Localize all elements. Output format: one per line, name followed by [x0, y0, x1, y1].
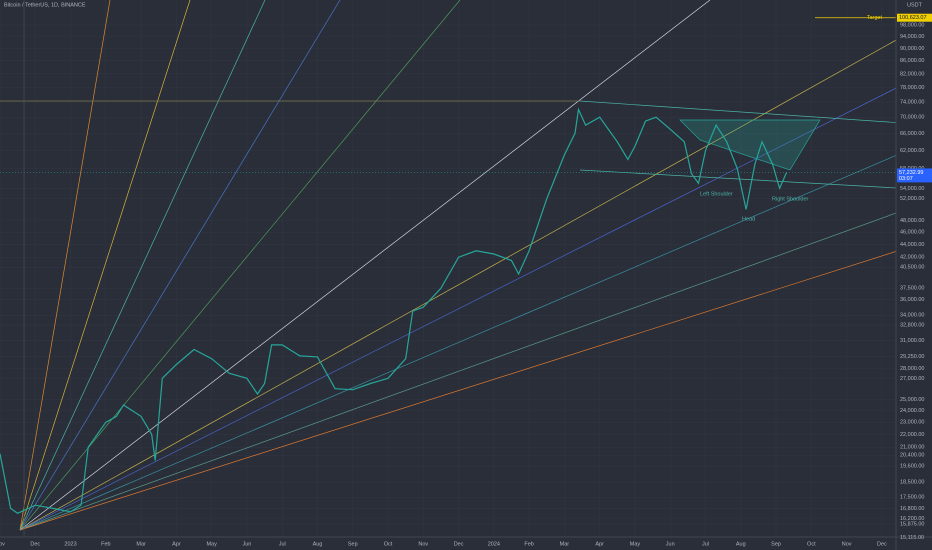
x-tick-label: Jun	[666, 541, 675, 547]
chart-title: Bitcoin / TetherUS, 1D, BINANCE	[4, 2, 86, 8]
x-tick-label: Nov	[0, 541, 5, 547]
last-price-label: 57,232.99	[899, 170, 923, 176]
x-tick-label: Nov	[842, 541, 852, 547]
price-axis	[896, 0, 932, 550]
y-tick-label: 21,000.00	[900, 445, 924, 451]
y-tick-label: 78,000.00	[900, 85, 924, 91]
y-tick-label: 46,000.00	[900, 230, 924, 236]
x-tick-label: Aug	[313, 541, 323, 547]
y-tick-label: 17,500.00	[900, 495, 924, 501]
x-tick-label: Apr	[595, 541, 604, 547]
pattern-zone	[679, 119, 821, 171]
x-tick-label: Dec	[30, 541, 40, 547]
y-tick-label: 23,000.00	[900, 420, 924, 426]
x-tick-label: Feb	[524, 541, 533, 547]
x-tick-label: Jul	[279, 541, 286, 547]
x-tick-label: Oct	[384, 541, 393, 547]
fan-line	[19, 0, 341, 531]
y-tick-label: 16,800.00	[900, 506, 924, 512]
x-tick-label: Aug	[736, 541, 746, 547]
target-label: 100,623.07	[899, 15, 927, 21]
fan-line	[19, 0, 111, 531]
annotation: Head	[742, 216, 755, 222]
x-tick-label: Sep	[771, 541, 781, 547]
y-tick-label: 74,000.00	[900, 99, 924, 105]
x-tick-label: Dec	[454, 541, 464, 547]
y-tick-label: 29,250.00	[900, 354, 924, 360]
x-tick-label: Feb	[101, 541, 110, 547]
y-tick-label: 44,000.00	[900, 242, 924, 248]
annotation: Right Shoulder	[772, 196, 809, 202]
y-tick-label: 28,000.00	[900, 366, 924, 372]
x-tick-label: 2024	[488, 541, 500, 547]
x-tick-label: Jun	[242, 541, 251, 547]
channel-line	[579, 169, 932, 191]
last-price-box	[897, 168, 932, 183]
fan-line	[19, 0, 461, 531]
time-axis	[0, 537, 932, 550]
y-tick-label: 22,000.00	[900, 432, 924, 438]
y-tick-label: 18,500.00	[900, 479, 924, 485]
x-tick-label: 2023	[64, 541, 76, 547]
plot	[0, 17, 896, 514]
y-tick-label: 34,000.00	[900, 313, 924, 319]
x-tick-label: Mar	[136, 541, 146, 547]
drawings	[0, 0, 932, 537]
y-tick-label: 82,000.00	[900, 71, 924, 77]
price-line	[0, 107, 788, 514]
y-tick-label: 54,000.00	[900, 186, 924, 192]
currency: USDT	[907, 2, 923, 8]
y-tick-label: 19,600.00	[900, 464, 924, 470]
fan-line	[19, 239, 932, 531]
x-tick-label: May	[630, 541, 641, 547]
x-tick-label: Mar	[560, 541, 570, 547]
y-tick-label: 37,500.00	[900, 286, 924, 292]
y-tick-label: 40,500.00	[900, 265, 924, 271]
countdown: 03:07	[899, 176, 913, 182]
axes: 98,000.00 94,000.00 90,000.00 86,000.00 82,0…	[0, 13, 932, 547]
y-tick-label: 25,000.00	[900, 397, 924, 403]
y-tick-label: 42,000.00	[900, 255, 924, 261]
fan-line	[19, 0, 266, 531]
y-tick-label: 27,000.00	[900, 376, 924, 382]
y-tick-label: 98,000.00	[900, 22, 924, 28]
x-tick-label: Dec	[877, 541, 887, 547]
y-tick-label: 31,000.00	[900, 338, 924, 344]
y-tick-label: 52,000.00	[900, 196, 924, 202]
fan-line	[19, 19, 932, 531]
channel-line	[579, 100, 932, 126]
x-tick-label: Apr	[172, 541, 181, 547]
y-tick-label: 24,000.00	[900, 408, 924, 414]
fan-line	[19, 199, 932, 531]
fan-line	[19, 69, 932, 531]
x-tick-label: Oct	[807, 541, 816, 547]
x-tick-label: Nov	[418, 541, 428, 547]
y-tick-label: 15,875.00	[900, 521, 924, 527]
y-tick-label: 36,000.00	[900, 297, 924, 303]
fan-line	[19, 0, 711, 531]
y-tick-label: 16,200.00	[900, 516, 924, 522]
y-tick-label: 66,000.00	[900, 131, 924, 137]
y-tick-label: 86,000.00	[900, 58, 924, 64]
annotation: Left Shoulder	[700, 191, 733, 197]
y-tick-label: 32,800.00	[900, 322, 924, 328]
target-label-box	[897, 13, 932, 22]
x-tick-label: Sep	[348, 541, 358, 547]
target-text: Target	[867, 15, 883, 21]
fan-line	[19, 0, 191, 531]
y-tick-label: 15,115.00	[900, 535, 924, 541]
y-tick-label: 94,000.00	[900, 34, 924, 40]
x-tick-label: May	[206, 541, 217, 547]
y-tick-label: 90,000.00	[900, 46, 924, 52]
y-tick-label: 62,000.00	[900, 148, 924, 154]
x-tick-label: Jul	[702, 541, 709, 547]
y-tick-label: 48,000.00	[900, 218, 924, 224]
y-tick-label: 70,000.00	[900, 115, 924, 121]
fan-line	[19, 139, 932, 531]
y-tick-label: 20,400.00	[900, 453, 924, 459]
